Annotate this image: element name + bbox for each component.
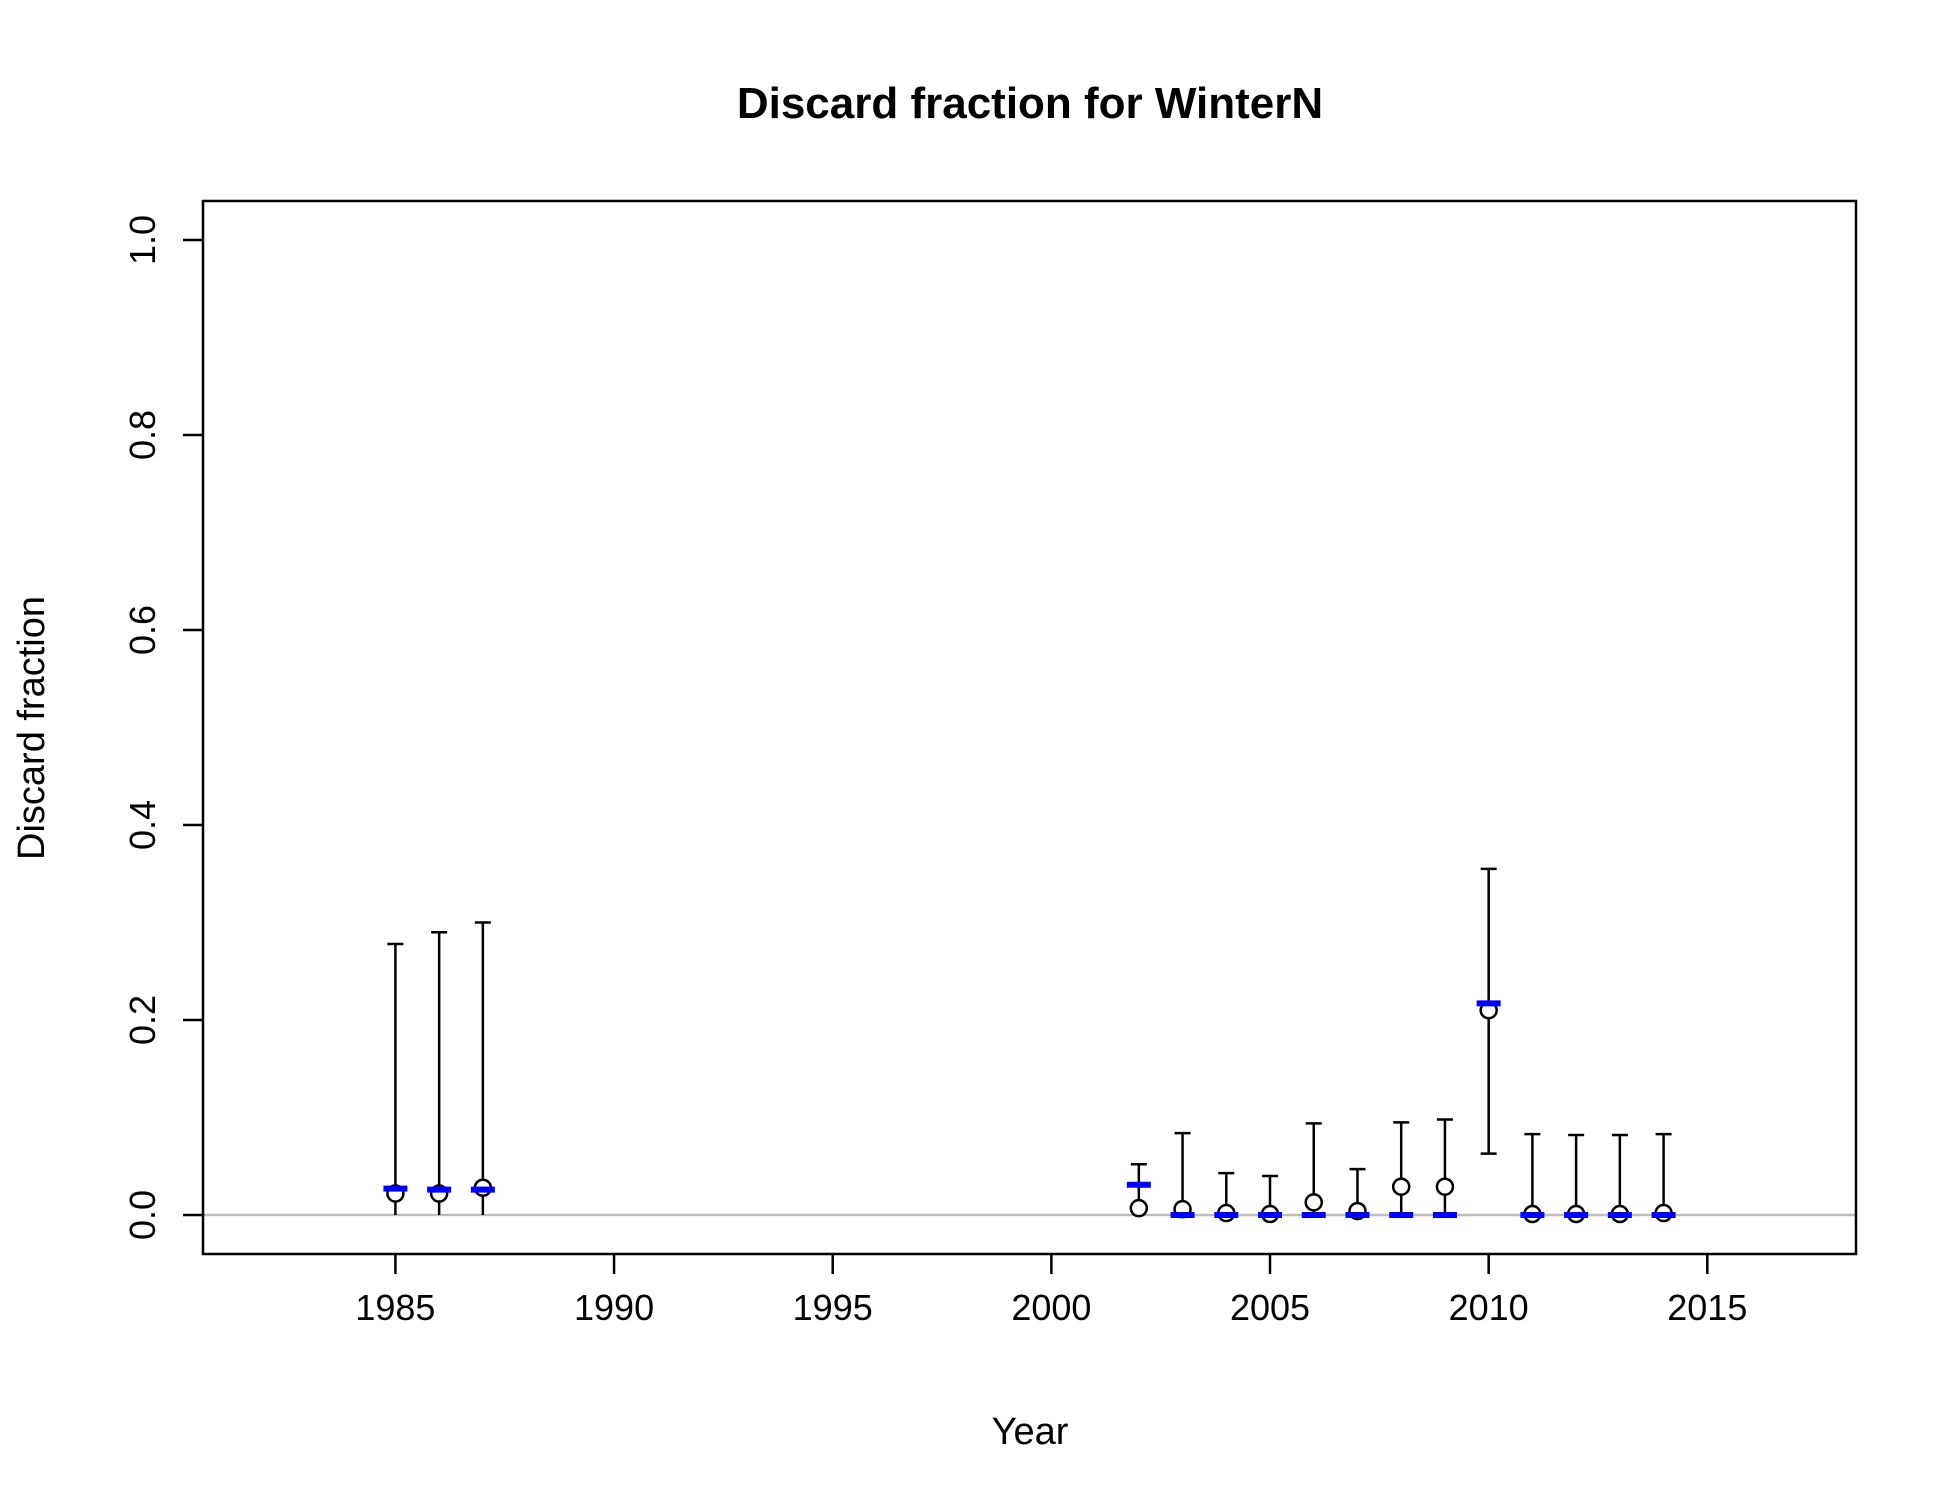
- plot-area: 1985 1990 1995 2000 2005 2010 2015 0.0 0.2 0.4 0.6…: [122, 199, 1858, 1328]
- plot-frame: [201, 199, 1858, 1256]
- x-tick-label: 2000: [1011, 1287, 1091, 1328]
- x-tick-label: 1985: [355, 1287, 435, 1328]
- x-axis-label: Year: [992, 1411, 1069, 1453]
- y-axis-label: Discard fraction: [11, 596, 53, 860]
- x-tick-label: 2010: [1449, 1287, 1529, 1328]
- y-tick-label: 0.4: [122, 800, 163, 850]
- x-tick-label: 2015: [1667, 1287, 1747, 1328]
- x-tick-label: 2005: [1230, 1287, 1310, 1328]
- y-tick-label: 0.6: [122, 605, 163, 655]
- x-tick-label: 1990: [574, 1287, 654, 1328]
- observed-point: [1304, 1193, 1323, 1212]
- observed-point: [1435, 1177, 1455, 1196]
- chart-title: Discard fraction for WinterN: [737, 79, 1323, 128]
- observed-point: [1391, 1177, 1411, 1196]
- y-tick-label: 0.8: [122, 410, 163, 460]
- y-tick-label: 1.0: [122, 215, 163, 265]
- x-tick-label: 1995: [793, 1287, 873, 1328]
- y-tick-label: 0.2: [122, 995, 163, 1045]
- y-tick-label: 0.0: [122, 1190, 163, 1240]
- observed-point: [1129, 1198, 1149, 1218]
